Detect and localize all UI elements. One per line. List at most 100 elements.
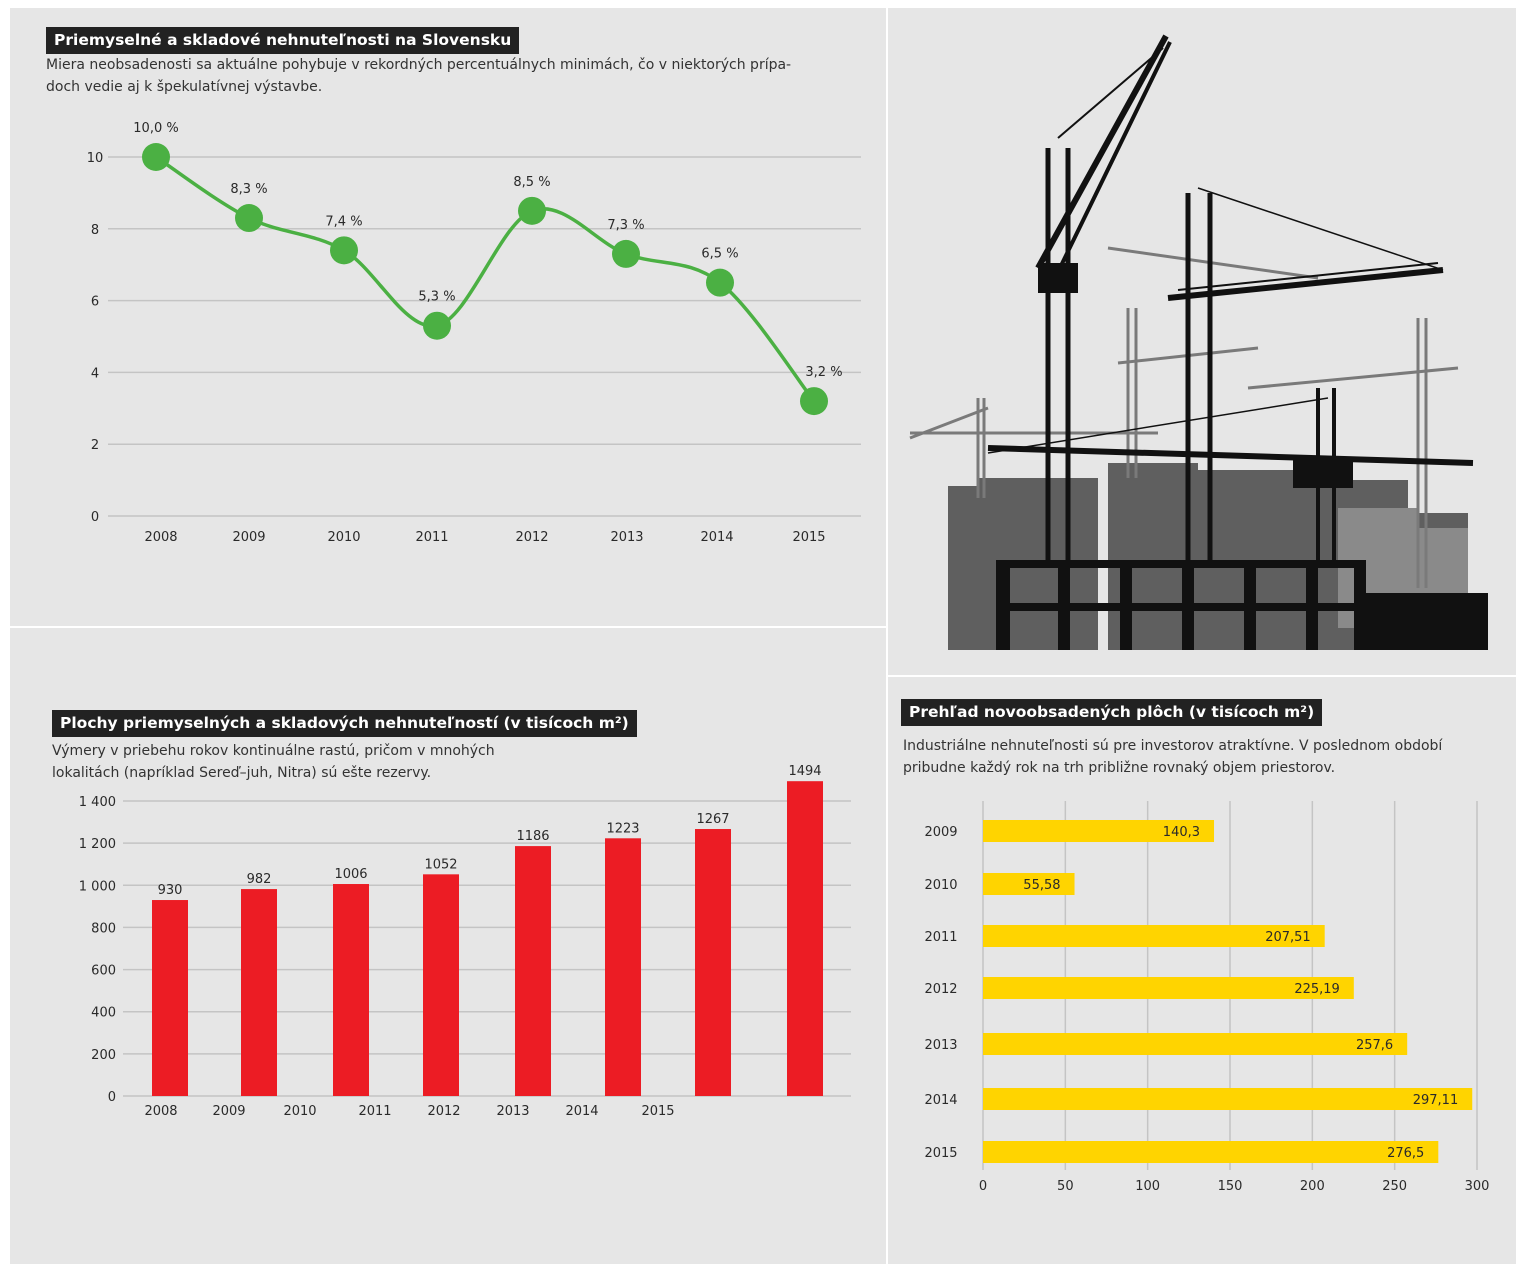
hbar	[983, 1141, 1439, 1163]
areas-chart-title: Plochy priemyselných a skladových nehnut…	[52, 710, 637, 737]
bar	[605, 838, 641, 1096]
bar-value-label: 1267	[696, 812, 729, 827]
y-category-label: 2015	[924, 1146, 957, 1161]
hbar-value-label: 297,11	[1413, 1093, 1459, 1108]
hbar-value-label: 207,51	[1265, 930, 1311, 945]
hbar	[983, 1088, 1473, 1110]
data-point	[706, 268, 734, 297]
areas-subtitle-line-1: Výmery v priebehu rokov kontinuálne rast…	[52, 743, 495, 759]
y-category-label: 2010	[924, 878, 957, 893]
hbar-value-label: 55,58	[1023, 878, 1060, 893]
bar	[241, 889, 277, 1096]
construction-cranes-icon	[909, 34, 1488, 650]
y-tick-label: 400	[91, 1006, 116, 1021]
vacancy-subtitle-line-2: doch vedie aj k špekulatívnej výstavbe.	[46, 79, 323, 95]
bar	[333, 884, 369, 1096]
x-tick-label: 2010	[327, 530, 360, 545]
vacancy-chart-title: Priemyselné a skladové nehnuteľnosti na …	[46, 27, 520, 54]
y-tick-label: 6	[91, 295, 99, 310]
x-tick-label: 2015	[641, 1104, 674, 1119]
y-category-label: 2011	[924, 930, 957, 945]
y-category-label: 2009	[924, 825, 957, 840]
data-label: 7,3 %	[607, 218, 644, 233]
bar-value-label: 1006	[334, 867, 367, 882]
data-label: 6,5 %	[701, 247, 738, 262]
data-point	[800, 387, 828, 416]
vacancy-line-chart: 0 2 4 6 8 10 2008 2009 2010 2011 2012 2013 2014 2015 1…	[87, 121, 861, 545]
occupancy-chart-title: Prehľad novoobsadených plôch (v tisícoch…	[901, 699, 1323, 726]
bar	[423, 874, 459, 1096]
x-tick-label: 50	[1057, 1179, 1074, 1194]
areas-chart-subtitle: Výmery v priebehu rokov kontinuálne rast…	[52, 740, 495, 784]
hbar	[983, 873, 1075, 895]
occupancy-subtitle-line-2: pribudne každý rok na trh približne rovn…	[903, 760, 1336, 776]
areas-subtitle-line-2: lokalitách (napríklad Sereď–juh, Nitra) …	[52, 765, 432, 781]
occupancy-subtitle-line-1: Industriálne nehnuteľnosti sú pre invest…	[903, 738, 1443, 754]
x-tick-label: 0	[979, 1179, 987, 1194]
bar-value-label: 1052	[424, 857, 457, 872]
data-label: 5,3 %	[418, 290, 455, 305]
hbar-value-label: 276,5	[1387, 1146, 1424, 1161]
x-tick-label: 150	[1218, 1179, 1243, 1194]
data-point	[142, 143, 170, 171]
vacancy-rate-panel: Priemyselné a skladové nehnuteľnosti na …	[10, 8, 886, 626]
hbar-value-label: 257,6	[1356, 1038, 1393, 1053]
x-tick-label: 2009	[232, 530, 265, 545]
y-tick-label: 10	[87, 151, 104, 166]
data-point	[612, 239, 640, 268]
data-point	[330, 236, 358, 265]
hbar	[983, 1033, 1408, 1055]
y-tick-label: 800	[91, 921, 116, 936]
y-category-label: 2012	[924, 982, 957, 997]
construction-image-panel	[888, 8, 1516, 675]
hbar-value-label: 225,19	[1294, 982, 1340, 997]
y-tick-label: 4	[91, 366, 99, 381]
data-label: 3,2 %	[805, 365, 842, 380]
occupancy-chart-subtitle: Industriálne nehnuteľnosti sú pre invest…	[903, 735, 1442, 779]
data-point	[235, 204, 263, 233]
x-tick-label: 200	[1300, 1179, 1325, 1194]
y-category-label: 2013	[924, 1038, 957, 1053]
data-label: 10,0 %	[133, 121, 178, 136]
x-tick-label: 250	[1382, 1179, 1407, 1194]
hbar	[983, 820, 1215, 842]
bar	[515, 846, 551, 1096]
y-tick-label: 1 000	[79, 879, 116, 894]
x-tick-label: 2009	[212, 1104, 245, 1119]
x-tick-label: 2013	[610, 530, 643, 545]
hbar	[983, 977, 1354, 999]
bar	[152, 900, 188, 1096]
x-tick-label: 2010	[283, 1104, 316, 1119]
y-tick-label: 600	[91, 964, 116, 979]
y-tick-label: 2	[91, 438, 99, 453]
bar-value-label: 1186	[516, 829, 549, 844]
bar	[695, 829, 731, 1096]
y-tick-label: 1 200	[79, 837, 116, 852]
bar-value-label: 930	[158, 883, 183, 898]
y-category-label: 2014	[924, 1093, 957, 1108]
y-tick-label: 8	[91, 223, 99, 238]
x-tick-label: 2014	[565, 1104, 598, 1119]
hbar	[983, 925, 1325, 947]
bar-value-label: 982	[247, 872, 272, 887]
vacancy-chart-subtitle: Miera neobsadenosti sa aktuálne pohybuje…	[46, 54, 791, 98]
occupancy-hbar-chart: 0 50 100 150 200 250 300 140,3 2009 55,58 2010 207,…	[924, 801, 1490, 1194]
data-label: 8,5 %	[513, 175, 550, 190]
hbar-value-label: 140,3	[1163, 825, 1200, 840]
bar-value-label: 1223	[606, 821, 639, 836]
x-tick-label: 300	[1465, 1179, 1490, 1194]
y-tick-label: 200	[91, 1048, 116, 1063]
x-tick-label: 2012	[515, 530, 548, 545]
x-tick-label: 2008	[144, 1104, 177, 1119]
x-tick-label: 2013	[496, 1104, 529, 1119]
y-tick-label: 1 400	[79, 795, 116, 810]
y-tick-label: 0	[108, 1090, 116, 1105]
x-tick-label: 2008	[144, 530, 177, 545]
x-tick-label: 2011	[415, 530, 448, 545]
data-label: 8,3 %	[230, 182, 267, 197]
data-point	[423, 311, 451, 340]
vacancy-subtitle-line-1: Miera neobsadenosti sa aktuálne pohybuje…	[46, 57, 792, 73]
x-tick-label: 2015	[792, 530, 825, 545]
x-tick-label: 2014	[700, 530, 733, 545]
areas-bar-chart: 0 200 400 600 800 1 000 1 200 1 400 930 982 1006 10…	[79, 764, 851, 1119]
